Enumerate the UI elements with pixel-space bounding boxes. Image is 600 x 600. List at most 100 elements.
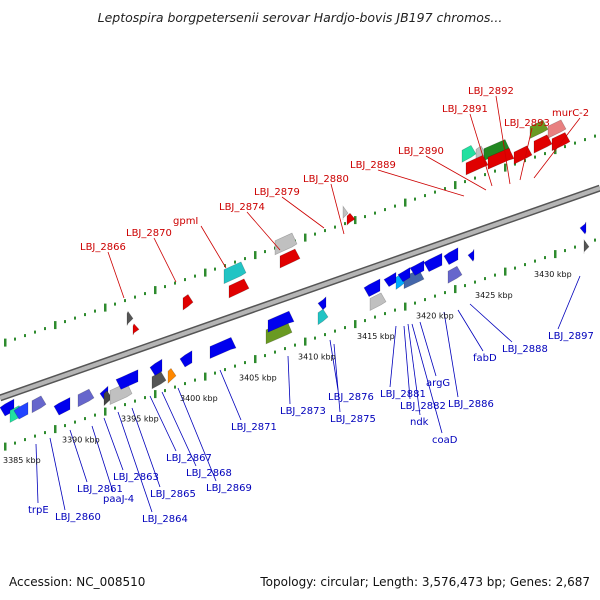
tick-mark	[544, 152, 546, 156]
tick-mark	[14, 337, 16, 341]
tick-mark	[444, 187, 446, 191]
leader-line	[35, 443, 39, 504]
gene-forward	[342, 205, 349, 220]
bottom-gene-label: LBJ_2863	[113, 472, 159, 483]
bottom-gene-label: LBJ_2864	[142, 514, 188, 525]
top-gene-label: LBJ_2879	[254, 187, 300, 198]
gene-reverse	[13, 401, 29, 420]
gene-forward	[533, 134, 553, 154]
gene-reverse	[317, 296, 327, 311]
tick-mark	[204, 372, 207, 381]
scale-labels: 3385 kbp 3390 kbp 3395 kbp 3400 kbp 3405 kbp…	[3, 270, 572, 465]
top-gene-label: gpmI	[173, 216, 198, 227]
leader-line	[281, 196, 325, 229]
tick-mark	[154, 390, 157, 399]
tick-mark	[484, 173, 486, 177]
gene-reverse	[443, 247, 459, 266]
tick-mark	[354, 216, 357, 225]
leader-line	[107, 251, 125, 299]
bottom-gene-label: LBJ_2886	[448, 399, 494, 410]
scale-label: 3430 kbp	[534, 270, 572, 279]
gene-forward	[513, 145, 533, 165]
tick-mark	[184, 278, 186, 282]
leader-line	[425, 155, 487, 191]
leader-line	[403, 325, 411, 400]
tick-mark	[4, 442, 7, 451]
tick-mark	[204, 268, 207, 277]
top-gene-label: LBJ_2880	[303, 174, 349, 185]
bottom-gene-label: LBJ_2861	[77, 484, 123, 495]
tick-mark	[484, 277, 486, 281]
tick-mark	[344, 326, 346, 330]
bottom-gene-label: LBJ_2875	[330, 414, 376, 425]
leader-line	[161, 391, 197, 467]
gene-reverse	[369, 292, 387, 311]
gene-forward	[228, 278, 250, 299]
tick-mark	[524, 263, 526, 267]
tick-mark	[174, 385, 176, 389]
tick-mark	[424, 298, 426, 302]
gene-reverse	[149, 358, 163, 376]
gene-reverse	[409, 260, 425, 276]
tick-mark	[44, 327, 46, 331]
leader-line	[419, 321, 437, 377]
leader-line	[469, 303, 513, 343]
leader-line	[443, 311, 459, 398]
gene-forward	[346, 212, 356, 226]
bottom-gene-label: fabD	[473, 353, 497, 364]
top-gene-label: LBJ_2870	[126, 228, 172, 239]
tick-mark	[124, 299, 126, 303]
tick-mark	[504, 267, 507, 276]
leader-line	[407, 323, 421, 416]
leader-line	[117, 411, 153, 513]
gene-reverse	[423, 252, 443, 272]
leader-line	[533, 117, 581, 179]
leader-line	[91, 425, 114, 493]
top-gene-label: LBJ_2893	[504, 118, 550, 129]
tick-mark	[244, 257, 246, 261]
gene-reverse	[447, 265, 463, 284]
leader-line	[411, 323, 443, 434]
tick-mark	[214, 267, 216, 271]
tick-mark	[564, 145, 566, 149]
gene-reverse	[115, 369, 139, 390]
tick-mark	[354, 320, 357, 329]
tick-mark	[464, 284, 466, 288]
gene-reverse	[179, 350, 193, 368]
tick-mark	[14, 441, 16, 445]
bottom-gene-label: LBJ_2882	[400, 401, 446, 412]
gene-forward	[126, 310, 134, 326]
tick-mark	[154, 286, 157, 295]
tick-mark	[74, 316, 76, 320]
leader-line	[457, 309, 484, 352]
leader-line	[557, 275, 581, 330]
leader-line	[153, 237, 177, 283]
gene-reverse	[77, 388, 95, 408]
tick-mark	[34, 434, 36, 438]
tick-mark	[174, 281, 176, 285]
top-gene-label: LBJ_2890	[398, 146, 444, 157]
leader-line	[177, 387, 217, 482]
tick-mark	[474, 176, 476, 180]
leader-line	[131, 407, 161, 488]
tick-mark	[54, 425, 57, 434]
bottom-gene-label: paaJ-4	[103, 494, 134, 505]
leader-line	[389, 325, 397, 388]
tick-mark	[384, 208, 386, 212]
gene-forward	[279, 248, 301, 269]
leader-line	[287, 355, 291, 405]
scale-label: 3390 kbp	[62, 435, 100, 444]
bottom-gene-label: LBJ_2897	[548, 331, 594, 342]
tick-mark	[404, 198, 407, 207]
bottom-gene-label: LBJ_2868	[186, 468, 232, 479]
tick-mark	[144, 396, 146, 400]
bottom-gene-label: LBJ_2871	[231, 422, 277, 433]
tick-mark	[34, 330, 36, 334]
tick-mark	[284, 347, 286, 351]
tick-mark	[314, 336, 316, 340]
top-gene-label: LBJ_2874	[219, 202, 265, 213]
leader-line	[246, 211, 281, 251]
tick-mark	[514, 266, 516, 270]
tick-mark	[474, 280, 476, 284]
